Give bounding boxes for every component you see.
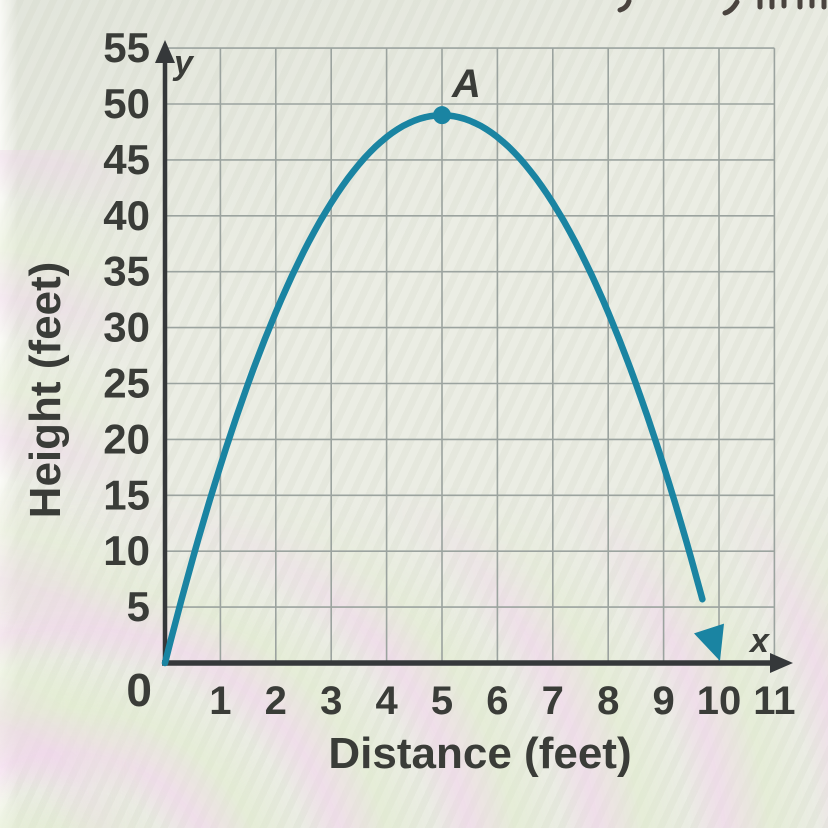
origin-label: 0 [126,664,152,716]
x-tick-label: 3 [320,679,342,723]
parabola-path [161,111,706,667]
y-tick-label: 55 [103,24,150,71]
y-tick-label: 30 [103,304,150,351]
y-tick-label: 45 [103,136,150,183]
x-tick-label: 4 [375,679,398,723]
y-tick-label: 35 [103,248,150,295]
y-tick-label: 20 [103,415,150,462]
y-tick-label: 10 [103,527,150,574]
x-tick-label: 11 [753,679,795,723]
grid-lines [165,47,776,663]
point-a-marker [433,106,451,125]
x-tick-label: 8 [597,679,619,723]
y-tick-label: 25 [103,360,150,407]
x-axis-letter: x [748,622,771,660]
curve-arrowhead [694,623,724,661]
y-axis-arrowhead [155,40,175,63]
x-axis-arrowhead [770,653,793,673]
axes [155,40,793,673]
x-tick-label: 1 [209,679,231,723]
x-tick-label: 9 [652,679,674,723]
y-axis-letter: y [172,44,195,82]
y-tick-label: 50 [103,80,150,127]
x-axis-title: Distance (feet) [328,729,631,778]
x-tick-label: 7 [542,679,564,723]
y-tick-label: 5 [127,583,150,630]
curve [161,106,724,667]
x-tick-label: 6 [486,679,508,723]
y-tick-label: 40 [103,192,150,239]
moire-pattern-left [0,150,150,828]
x-tick-label: 2 [265,679,287,723]
cropped-text-fragment [617,0,827,16]
y-tick-label: 15 [103,471,150,518]
x-tick-label: 5 [431,679,453,723]
point-a-label: A [451,62,481,106]
y-axis-title: Height (feet) [21,262,70,519]
x-tick-label: 10 [697,679,742,723]
